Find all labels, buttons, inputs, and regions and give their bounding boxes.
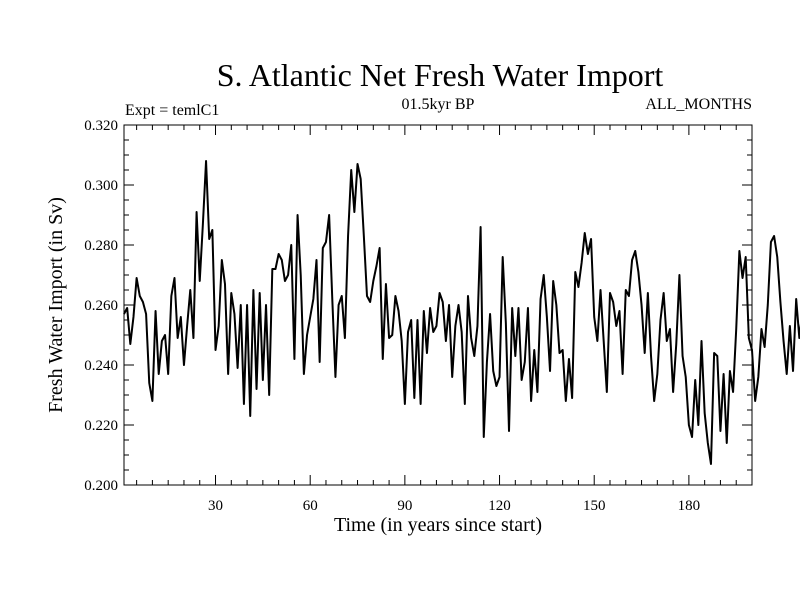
plot-frame <box>123 124 753 486</box>
x-tick-label: 120 <box>488 498 511 514</box>
y-tick-label: 0.260 <box>84 298 118 314</box>
y-tick-label: 0.280 <box>84 238 118 254</box>
x-tick-label: 60 <box>303 498 318 514</box>
y-axis: 0.200 0.220 0.240 0.260 0.280 0.300 0.320 <box>84 118 752 494</box>
y-tick-label: 0.320 <box>84 118 118 134</box>
series-line <box>123 160 800 465</box>
y-tick-label: 0.200 <box>84 478 118 494</box>
chart-title: S. Atlantic Net Fresh Water Import <box>217 57 664 93</box>
x-tick-label: 30 <box>208 498 223 514</box>
y-tick-label: 0.220 <box>84 418 118 434</box>
x-axis: 30 60 90 120 150 180 <box>136 125 737 514</box>
experiment-label: Expt = temlC1 <box>125 102 219 119</box>
x-tick-label: 90 <box>397 498 412 514</box>
y-axis-label: Fresh Water Import (in Sv) <box>45 197 67 413</box>
x-tick-label: 180 <box>678 498 701 514</box>
period-label: 01.5kyr BP <box>402 96 475 113</box>
x-tick-label: 150 <box>583 498 606 514</box>
months-label: ALL_MONTHS <box>645 96 752 113</box>
x-axis-label: Time (in years since start) <box>334 514 542 536</box>
y-tick-label: 0.240 <box>84 358 118 374</box>
y-tick-label: 0.300 <box>84 178 118 194</box>
